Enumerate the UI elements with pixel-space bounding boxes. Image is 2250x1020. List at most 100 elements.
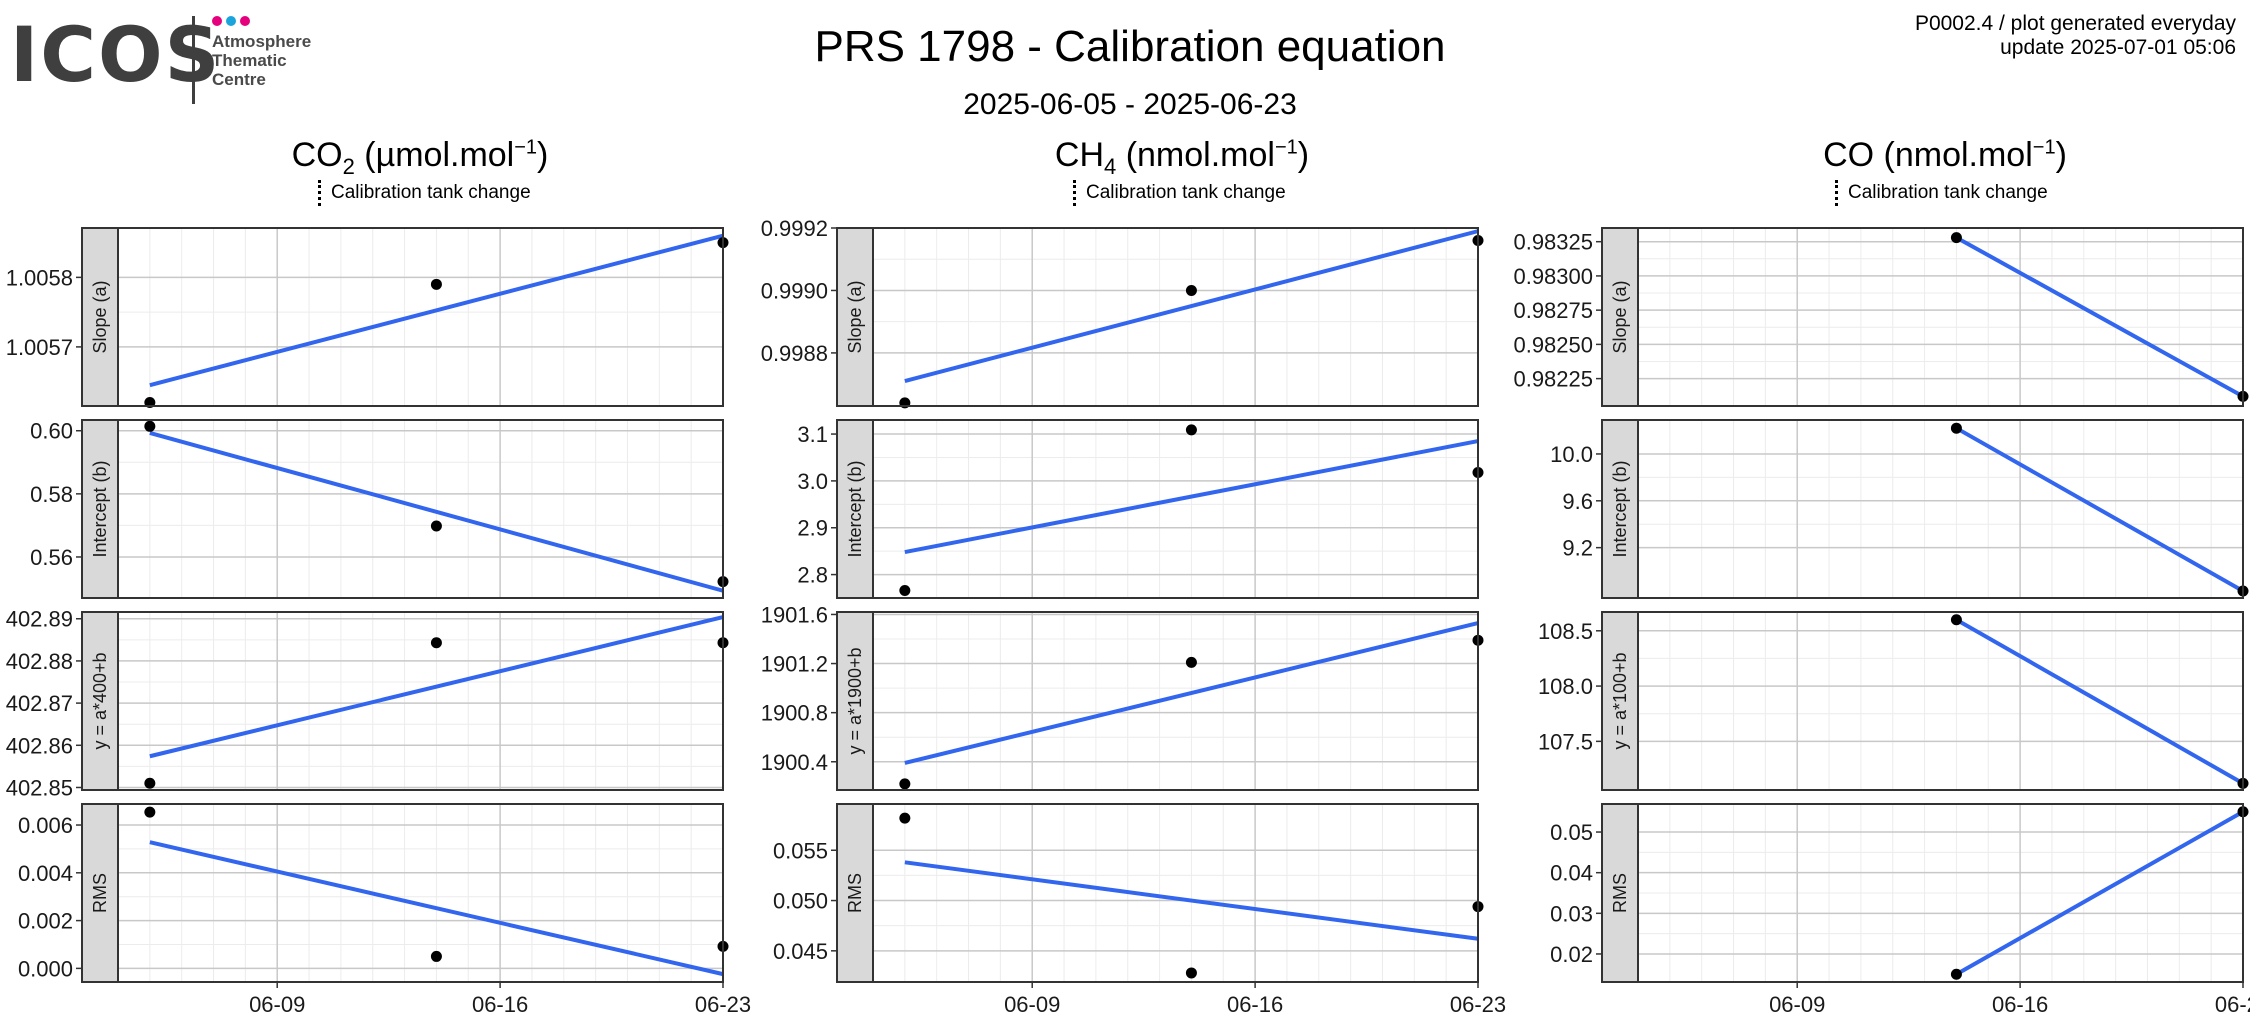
data-point [1950, 614, 1962, 626]
y-tick-label: 0.60 [30, 419, 73, 444]
facet-panel: Slope (a) 0.9988 0.9990 0.9992 [761, 216, 1484, 409]
column-title-co2: CO2 (µmol.mol−1) [120, 136, 720, 180]
fit-line [149, 615, 724, 759]
facet-strip-label: RMS [1610, 873, 1630, 913]
y-tick-label: 0.9992 [761, 216, 828, 241]
facet-panel: RMS 0.000 0.002 0.004 0.006 06-09 06-16 06-23 [18, 803, 751, 1017]
x-tick-label: 06-23 [695, 992, 751, 1017]
x-tick-label: 06-16 [472, 992, 528, 1017]
y-tick-label: 402.85 [6, 775, 73, 800]
panel-border [117, 227, 724, 407]
plot-background [873, 804, 1478, 982]
plot-background [1638, 228, 2243, 406]
species-subscript: 2 [342, 153, 355, 179]
x-tick-label: 06-23 [2215, 992, 2250, 1017]
facet-panel: y = a*100+b 107.5 108.0 108.5 [1538, 611, 2249, 791]
y-tick-label: 0.98325 [1513, 230, 1593, 255]
y-tick-label: 0.050 [773, 889, 828, 914]
dotted-line-icon [1835, 180, 1838, 206]
y-tick-label: 3.1 [797, 422, 828, 447]
legend-tank-change-co2: Calibration tank change [318, 180, 531, 206]
panel-border [1637, 227, 2244, 407]
y-tick-label: 0.045 [773, 939, 828, 964]
x-tick-label: 06-09 [249, 992, 305, 1017]
fit-line [904, 439, 1479, 555]
logo-divider [192, 16, 195, 104]
y-tick-label: 108.0 [1538, 674, 1593, 699]
data-point [1185, 967, 1197, 979]
data-point [144, 777, 156, 789]
species-subscript: 4 [1104, 153, 1117, 179]
panel-border [872, 803, 1479, 983]
logo-dot-icon [212, 16, 222, 26]
y-tick-label: 0.04 [1550, 861, 1593, 886]
units-close: ) [2055, 136, 2067, 174]
fit-line [149, 431, 724, 593]
y-tick-label: 402.88 [6, 649, 73, 674]
y-tick-label: 3.0 [797, 469, 828, 494]
y-tick-label: 1.0058 [6, 265, 73, 290]
plot-background [1638, 420, 2243, 598]
facet-panel: Slope (a) 0.98225 0.98250 0.98275 0.98300 0.9… [1513, 227, 2249, 407]
data-point [144, 420, 156, 432]
facet-strip [836, 227, 874, 407]
facet-strip-label: Intercept (b) [1610, 460, 1630, 557]
units-label: (µmol.mol [354, 136, 515, 174]
facet-panel: Intercept (b) 9.2 9.6 10.0 [1550, 419, 2249, 599]
panel-border [117, 611, 724, 791]
y-tick-label: 0.98275 [1513, 298, 1593, 323]
y-tick-label: 0.055 [773, 838, 828, 863]
y-tick-label: 0.004 [18, 861, 73, 886]
facet-panel: RMS 0.02 0.03 0.04 0.05 06-09 06-16 06-23 [1550, 803, 2250, 1017]
panel-border [872, 611, 1479, 791]
dotted-line-icon [318, 180, 321, 206]
y-tick-label: 1900.8 [761, 701, 828, 726]
panel-border [117, 419, 724, 599]
y-tick-label: 0.98225 [1513, 367, 1593, 392]
y-tick-label: 0.006 [18, 813, 73, 838]
fit-line [904, 229, 1479, 383]
plot-info-line-2: update 2025-07-01 05:06 [2000, 36, 2236, 59]
fit-line [904, 621, 1479, 765]
legend-tank-change-ch4: Calibration tank change [1073, 180, 1286, 206]
fit-line [1955, 809, 2244, 977]
column-title-ch4: CH4 (nmol.mol−1) [882, 136, 1482, 180]
y-tick-label: 0.03 [1550, 901, 1593, 926]
panel-border [117, 803, 724, 983]
y-tick-label: 0.02 [1550, 942, 1593, 967]
facet-strip [1601, 227, 1639, 407]
y-tick-label: 1901.2 [761, 652, 828, 677]
y-tick-label: 0.58 [30, 482, 73, 507]
facet-strip [1601, 611, 1639, 791]
fit-line [1955, 235, 2244, 399]
legend-label: Calibration tank change [331, 182, 531, 204]
plot-background [873, 612, 1478, 790]
data-point [899, 585, 911, 597]
plot-background [118, 804, 723, 982]
data-point [144, 806, 156, 818]
legend-label: Calibration tank change [1848, 182, 2048, 204]
data-point [430, 278, 442, 290]
units-close: ) [1297, 136, 1310, 174]
y-tick-label: 0.56 [30, 545, 73, 570]
data-point [1950, 422, 1962, 434]
facet-strip-label: RMS [845, 873, 865, 913]
plot-background [1638, 612, 2243, 790]
fit-line [149, 840, 724, 977]
y-tick-label: 402.86 [6, 733, 73, 758]
facet-panel: y = a*1900+b 1900.4 1900.8 1901.2 1901.6 [761, 602, 1484, 791]
units-close: ) [537, 136, 549, 174]
data-point [1185, 424, 1197, 436]
plot-background [873, 420, 1478, 598]
x-tick-label: 06-16 [1992, 992, 2048, 1017]
fit-line [149, 233, 724, 388]
plot-background [118, 228, 723, 406]
y-tick-label: 107.5 [1538, 729, 1593, 754]
panel-border [1637, 611, 2244, 791]
y-tick-label: 2.9 [797, 516, 828, 541]
logo-dot-icon [240, 16, 250, 26]
x-tick-label: 06-23 [1450, 992, 1506, 1017]
logo-line-1: Atmosphere [212, 32, 312, 51]
date-range: 2025-06-05 - 2025-06-23 [963, 88, 1297, 121]
